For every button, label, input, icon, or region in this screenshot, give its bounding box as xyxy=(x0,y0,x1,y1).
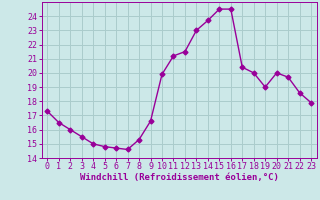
X-axis label: Windchill (Refroidissement éolien,°C): Windchill (Refroidissement éolien,°C) xyxy=(80,173,279,182)
